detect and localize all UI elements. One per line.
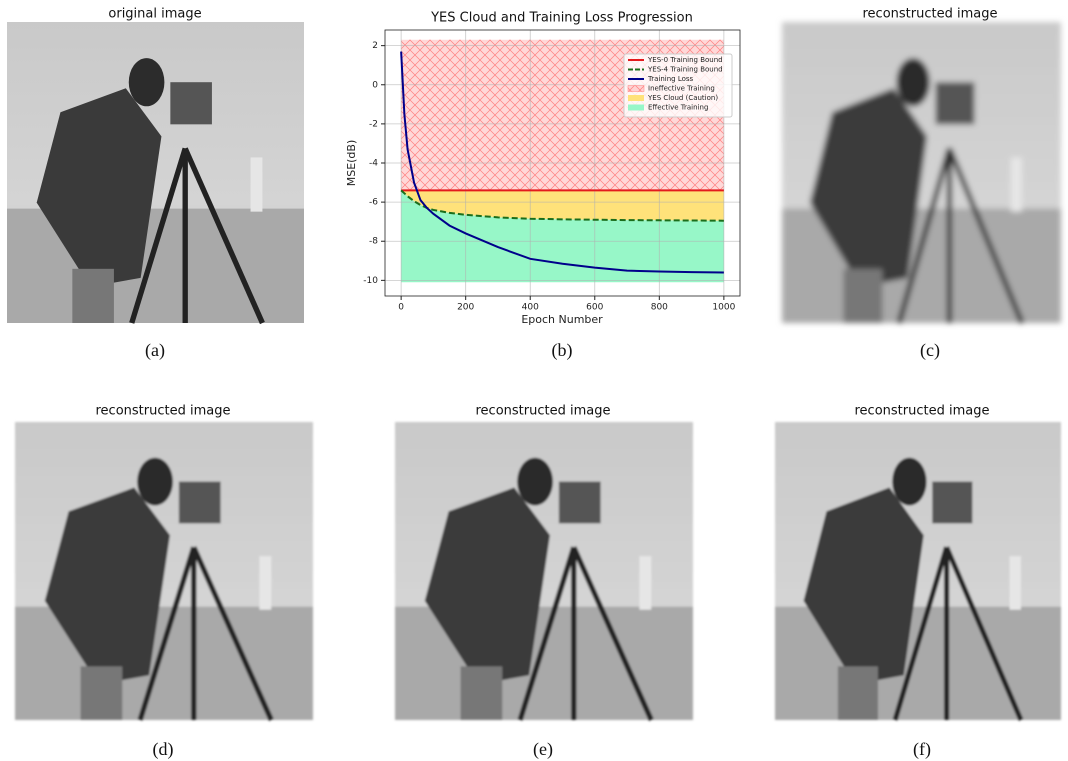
tower <box>1011 157 1022 211</box>
image <box>782 22 1061 323</box>
camera <box>170 82 212 124</box>
legs <box>461 666 503 720</box>
head <box>892 458 926 506</box>
tower <box>639 556 651 610</box>
head <box>896 58 929 106</box>
legend-label: YES Cloud (Caution) <box>647 94 718 102</box>
panel-caption: (a) <box>145 340 165 361</box>
legs <box>843 269 882 323</box>
head <box>517 458 553 506</box>
x-tick-label: 1000 <box>712 303 735 313</box>
y-tick-label: -10 <box>363 276 378 286</box>
y-tick-label: -8 <box>369 237 378 247</box>
panel-title: original image <box>108 7 201 22</box>
y-tick-label: -6 <box>369 198 378 208</box>
chart-title: YES Cloud and Training Loss Progression <box>430 11 693 26</box>
y-tick-label: -2 <box>369 119 378 129</box>
y-tick-label: 0 <box>372 80 378 90</box>
panel-caption: (e) <box>533 739 553 760</box>
legs <box>72 269 114 323</box>
legend-label: Effective Training <box>648 104 708 112</box>
image <box>7 22 304 323</box>
legs <box>81 666 123 720</box>
image <box>395 422 693 720</box>
y-tick-label: -4 <box>369 159 378 169</box>
x-tick-label: 0 <box>398 303 404 313</box>
legend-label: YES-4 Training Bound <box>647 66 723 74</box>
panel-caption: (b) <box>552 340 573 361</box>
panel-caption: (f) <box>913 739 931 760</box>
panel-caption: (d) <box>153 739 174 760</box>
head <box>137 458 173 506</box>
camera <box>935 82 974 124</box>
camera <box>932 482 972 524</box>
legend-label: Ineffective Training <box>648 85 715 93</box>
legend-label: YES-0 Training Bound <box>647 56 723 64</box>
x-axis-label: Epoch Number <box>521 313 603 326</box>
legend-swatch-hatch <box>628 86 644 92</box>
tower <box>251 157 263 211</box>
y-axis-label: MSE(dB) <box>345 140 358 187</box>
legend-swatch <box>628 95 644 101</box>
panel-title: reconstructed image <box>476 404 611 419</box>
panel-caption: (c) <box>920 340 940 361</box>
image <box>775 422 1061 720</box>
x-tick-label: 200 <box>457 303 474 313</box>
x-tick-label: 400 <box>522 303 539 313</box>
panel-title: reconstructed image <box>863 7 998 22</box>
tower <box>259 556 271 610</box>
camera <box>559 482 601 524</box>
legend-swatch <box>628 105 644 111</box>
head <box>129 58 165 106</box>
legend-label: Training Loss <box>647 75 694 83</box>
panel-title: reconstructed image <box>96 404 231 419</box>
x-tick-label: 600 <box>586 303 603 313</box>
camera <box>179 482 221 524</box>
y-tick-label: 2 <box>372 41 378 51</box>
x-tick-label: 800 <box>651 303 668 313</box>
image <box>15 422 313 720</box>
panel-title: reconstructed image <box>855 404 990 419</box>
figure: YES Cloud and Training Loss Progression … <box>0 0 1068 761</box>
legs <box>838 666 878 720</box>
tower <box>1010 556 1021 610</box>
